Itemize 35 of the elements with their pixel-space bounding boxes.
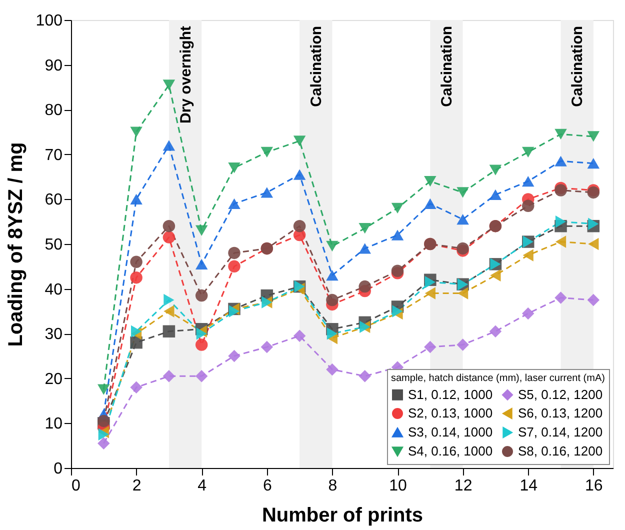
band-label: Dry overnight xyxy=(177,26,194,124)
band-label: Calcination xyxy=(569,26,586,107)
y-axis-title: Loading of 8YSZ / mg xyxy=(4,142,27,347)
x-tick-label: 2 xyxy=(132,478,142,494)
band-label: Calcination xyxy=(438,26,456,107)
legend-label: S1, 0.12, 1000 xyxy=(408,386,493,402)
legend-label: S3, 0.14, 1000 xyxy=(408,424,493,440)
x-tick-label: 12 xyxy=(454,478,472,494)
legend-title: sample, hatch distance (mm), laser current (mA) xyxy=(391,373,605,384)
y-tick-label: 40 xyxy=(44,281,63,298)
y-tick-label: 20 xyxy=(44,370,63,388)
y-tick-label: 70 xyxy=(44,146,63,164)
y-tick-label: 0 xyxy=(54,460,63,478)
x-tick-label: 4 xyxy=(198,478,207,494)
legend-label: S8, 0.16, 1200 xyxy=(518,444,603,458)
legend-label: S5, 0.12, 1200 xyxy=(518,386,603,402)
y-tick-label: 30 xyxy=(44,326,63,344)
band-label: Calcination xyxy=(308,26,325,107)
legend-label: S6, 0.13, 1200 xyxy=(518,406,603,420)
x-tick-label: 0 xyxy=(72,478,80,494)
x-tick-label: 14 xyxy=(520,478,538,494)
y-tick-label: 100 xyxy=(36,12,63,30)
legend-label: S4, 0.16, 1000 xyxy=(408,444,493,458)
y-tick-label: 10 xyxy=(44,416,63,433)
x-tick-label: 10 xyxy=(389,478,408,494)
y-tick-label: 60 xyxy=(44,192,63,209)
x-tick-label: 6 xyxy=(262,478,272,494)
x-tick-label: 16 xyxy=(585,478,603,494)
legend-label: S7, 0.14, 1200 xyxy=(518,424,603,440)
y-tick-label: 80 xyxy=(44,102,63,120)
y-tick-label: 50 xyxy=(44,236,63,254)
legend-label: S2, 0.13, 1000 xyxy=(408,406,493,420)
y-tick-label: 90 xyxy=(44,57,63,74)
x-axis-title: Number of prints xyxy=(262,504,424,526)
x-tick-label: 8 xyxy=(328,478,338,494)
